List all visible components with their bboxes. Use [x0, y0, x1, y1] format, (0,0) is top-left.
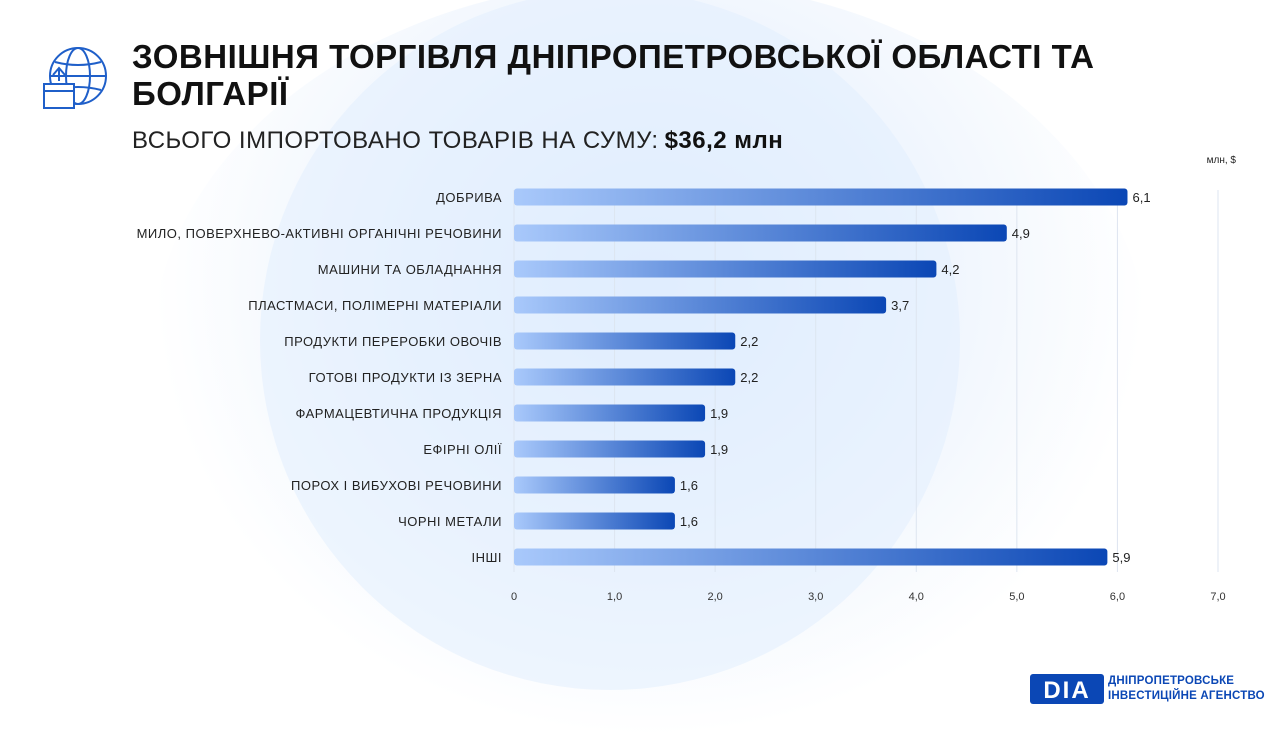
- value-label: 3,7: [891, 298, 909, 313]
- value-label: 6,1: [1132, 190, 1150, 205]
- x-tick-label: 0: [511, 591, 517, 603]
- bar: [514, 512, 675, 530]
- bar: [514, 476, 675, 494]
- bar: [514, 188, 1128, 206]
- bar: [514, 404, 706, 422]
- unit-label: млн, $: [1206, 155, 1236, 166]
- value-label: 5,9: [1112, 550, 1130, 565]
- x-tick-label: 4,0: [909, 591, 924, 603]
- category-label: ФАРМАЦЕВТИЧНА ПРОДУКЦІЯ: [296, 406, 502, 421]
- value-label: 4,2: [941, 262, 959, 277]
- category-label: ЧОРНІ МЕТАЛИ: [398, 514, 502, 529]
- category-label: ІНШІ: [471, 550, 502, 565]
- bar: [514, 548, 1108, 566]
- category-label: ПЛАСТМАСИ, ПОЛІМЕРНІ МАТЕРІАЛИ: [248, 298, 502, 313]
- x-tick-label: 6,0: [1110, 591, 1125, 603]
- value-label: 1,6: [680, 514, 698, 529]
- category-label: ДОБРИВА: [436, 190, 502, 205]
- value-label: 2,2: [740, 370, 758, 385]
- category-label: ЕФІРНІ ОЛІЇ: [423, 442, 502, 457]
- logo-line-1: ДНІПРОПЕТРОВСЬКЕ: [1108, 675, 1235, 687]
- logo-mark: DIA: [1043, 677, 1090, 704]
- value-label: 1,9: [710, 406, 728, 421]
- import-total-amount: $36,2 млн: [664, 127, 784, 154]
- import-summary-label: ВСЬОГО ІМПОРТОВАНО ТОВАРІВ НА СУМУ:: [132, 127, 659, 154]
- category-label: МАШИНИ ТА ОБЛАДНАННЯ: [318, 262, 502, 277]
- bar: [514, 224, 1007, 242]
- value-label: 2,2: [740, 334, 758, 349]
- import-summary: ВСЬОГО ІМПОРТОВАНО ТОВАРІВ НА СУМУ: $36,2…: [132, 126, 783, 156]
- logo-line-2: ІНВЕСТИЦІЙНЕ АГЕНСТВО: [1108, 690, 1265, 702]
- page-title: ЗОВНІШНЯ ТОРГІВЛЯ ДНІПРОПЕТРОВСЬКОЇ ОБЛА…: [132, 38, 1095, 112]
- bar: [514, 296, 887, 314]
- category-label: ПРОДУКТИ ПЕРЕРОБКИ ОВОЧІВ: [284, 334, 502, 349]
- value-label: 1,9: [710, 442, 728, 457]
- category-label: ПОРОХ І ВИБУХОВІ РЕЧОВИНИ: [291, 478, 502, 493]
- x-tick-label: 2,0: [707, 591, 722, 603]
- value-label: 1,6: [680, 478, 698, 493]
- x-tick-label: 3,0: [808, 591, 823, 603]
- bar: [514, 440, 706, 458]
- globe-box-export-icon: [43, 47, 107, 109]
- category-label: ГОТОВІ ПРОДУКТИ ІЗ ЗЕРНА: [309, 370, 502, 385]
- bar: [514, 332, 736, 350]
- x-tick-label: 1,0: [607, 591, 622, 603]
- x-tick-label: 7,0: [1210, 591, 1225, 603]
- dia-logo: DIA: [1030, 674, 1104, 704]
- x-tick-label: 5,0: [1009, 591, 1024, 603]
- bar: [514, 260, 937, 278]
- category-label: МИЛО, ПОВЕРХНЕВО-АКТИВНІ ОРГАНІЧНІ РЕЧОВ…: [137, 226, 502, 241]
- logo-text: ДНІПРОПЕТРОВСЬКЕ ІНВЕСТИЦІЙНЕ АГЕНСТВО: [1108, 674, 1265, 704]
- bar: [514, 368, 736, 386]
- import-bar-chart: 0 1,0 2,0 3,0 4,0 5,0 6,0 7,0 ДОБРИВА 6,1 МИЛО, ПО…: [137, 188, 1226, 603]
- value-label: 4,9: [1012, 226, 1030, 241]
